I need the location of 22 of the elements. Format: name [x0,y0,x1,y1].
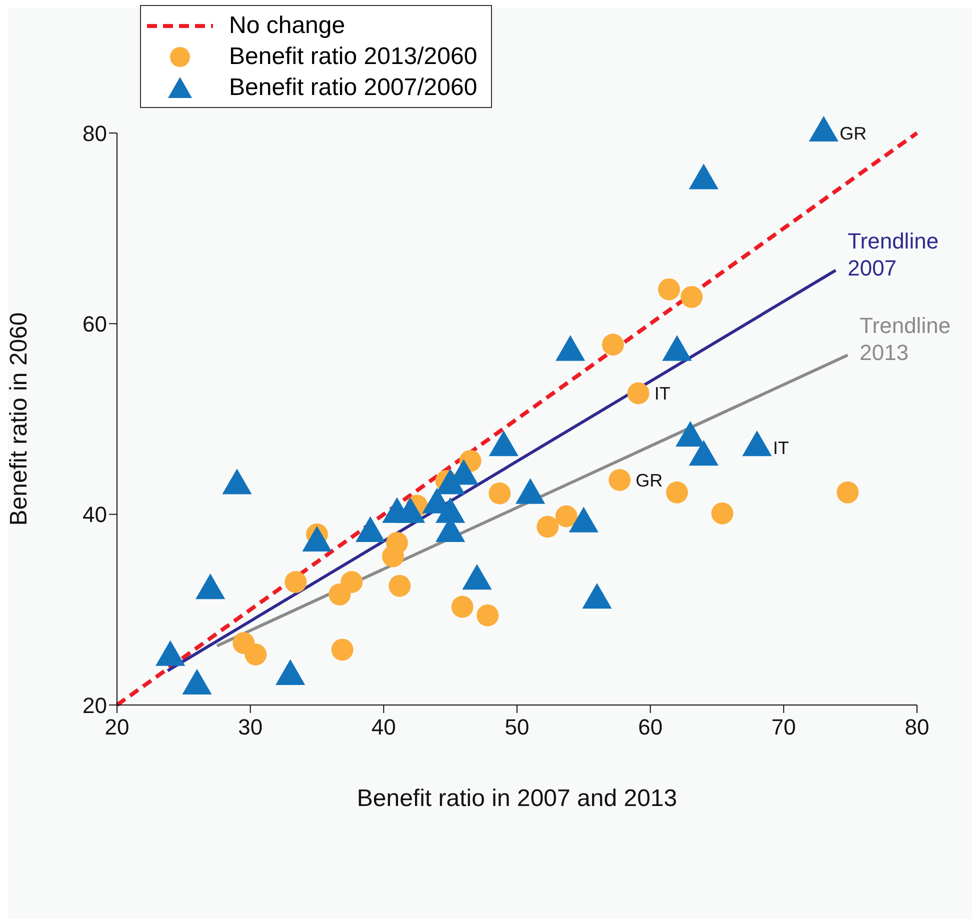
legend-label: Benefit ratio 2007/2060 [229,74,478,102]
annotation: GR [840,123,867,144]
annotation: GR [636,470,663,490]
x-tick-label: 40 [371,714,396,740]
x-tick-label: 80 [904,714,930,740]
x-tick-label: 30 [238,714,263,740]
x-tick-label: 70 [771,714,796,740]
y-axis-title: Benefit ratio in 2060 [6,312,33,526]
x-tick-label: 60 [638,714,663,740]
x-tick-label: 50 [504,714,530,740]
legend-label: Benefit ratio 2013/2060 [229,42,478,70]
series-label: Trendline 2013 [860,313,951,366]
y-tick-label: 40 [82,502,107,528]
y-tick-label: 80 [82,120,107,146]
series-label: Trendline 2007 [848,228,939,280]
annotation: IT [654,384,670,404]
legend-label: No change [229,12,346,40]
x-tick-label: 20 [104,714,130,740]
x-axis-title: Benefit ratio in 2007 and 2013 [356,785,678,812]
y-tick-label: 20 [82,692,107,718]
y-tick-label: 60 [82,311,107,336]
annotation: IT [773,438,789,458]
